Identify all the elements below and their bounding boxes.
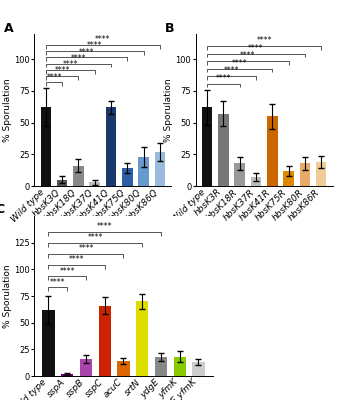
Bar [90,182,100,186]
Bar [43,310,55,376]
Text: ****: **** [87,233,103,242]
Bar [80,359,92,376]
Text: ****: **** [79,48,94,56]
Text: ****: **** [224,66,239,75]
Bar [192,362,204,376]
Bar [202,108,212,186]
Bar [138,157,149,186]
Bar [117,361,130,376]
Text: ****: **** [240,51,256,60]
Text: ****: **** [248,44,264,53]
Bar [174,357,186,376]
Bar [267,116,277,186]
Text: ****: **** [46,73,62,82]
Bar [40,108,51,186]
Text: ****: **** [216,74,231,83]
Bar [283,171,294,186]
Text: ****: **** [62,60,78,69]
Bar [251,177,261,186]
Y-axis label: % Sporulation: % Sporulation [3,264,12,328]
Text: ****: **** [78,244,94,253]
Text: A: A [4,22,14,35]
Bar [122,168,133,186]
Text: ****: **** [50,278,66,287]
Text: ****: **** [256,36,272,45]
Bar [218,114,229,186]
Y-axis label: % Sporulation: % Sporulation [3,78,12,142]
Bar [155,357,167,376]
Text: ****: **** [59,266,75,276]
Text: B: B [165,22,175,35]
Bar [57,180,68,186]
Bar [73,166,84,186]
Text: ****: **** [232,59,247,68]
Bar [299,163,310,186]
Text: ****: **** [95,35,111,44]
Text: ****: **** [71,54,86,63]
Text: C: C [0,203,4,216]
Text: ****: **** [97,222,113,231]
Text: ****: **** [55,66,70,75]
Bar [155,152,165,186]
Text: ****: **** [69,256,84,264]
Bar [99,306,111,376]
Bar [106,108,116,186]
Bar [136,301,148,376]
Y-axis label: % Sporulation: % Sporulation [164,78,173,142]
Text: ****: **** [87,41,103,50]
Bar [234,163,245,186]
Bar [316,162,327,186]
Bar [61,374,73,376]
